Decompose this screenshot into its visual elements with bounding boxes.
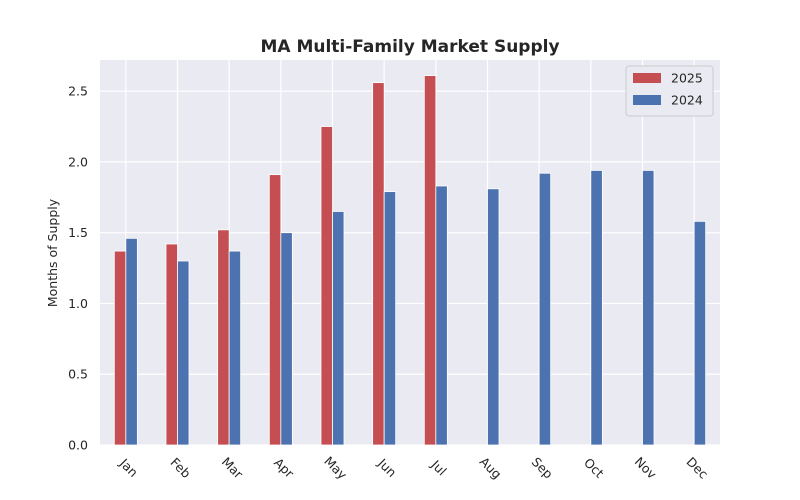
bar-2024-apr <box>280 232 293 446</box>
y-tick-label: 2.5 <box>68 84 88 99</box>
legend-swatch <box>633 95 661 105</box>
x-tick-label: Aug <box>477 454 505 482</box>
bar-2025-jan <box>113 250 127 446</box>
bar-2024-jun <box>383 191 397 446</box>
y-axis-ticks: 0.0 0.5 1.0 1.5 2.0 2.5 <box>68 84 88 453</box>
bar-2025-feb <box>165 243 178 446</box>
legend-label: 2025 <box>671 71 703 86</box>
legend-label: 2024 <box>671 93 703 108</box>
y-tick-label: 1.0 <box>68 296 88 311</box>
x-tick-label: Jan <box>116 455 141 480</box>
legend-swatch <box>633 73 661 83</box>
x-tick-label: Dec <box>683 454 711 482</box>
x-tick-label: May <box>321 453 350 482</box>
bar-2024-feb <box>177 260 190 446</box>
x-tick-label: Apr <box>271 455 298 482</box>
y-axis-label: Months of Supply <box>45 198 60 307</box>
bar-2024-nov <box>642 170 655 446</box>
bar-2024-aug <box>487 188 500 446</box>
x-tick-label: Sep <box>529 454 556 481</box>
y-tick-label: 0.5 <box>68 367 88 382</box>
x-tick-label: Nov <box>632 454 660 482</box>
x-tick-label: Oct <box>581 455 607 481</box>
bar-2024-may <box>332 211 345 446</box>
bar-2025-apr <box>268 174 282 446</box>
bar-2024-jul <box>435 185 448 446</box>
bar-2024-jan <box>125 237 138 446</box>
bar-2025-jul <box>423 75 437 446</box>
bars <box>113 75 707 446</box>
bar-2024-sep <box>538 172 552 446</box>
x-tick-label: Jul <box>428 456 450 478</box>
y-tick-label: 2.0 <box>68 154 88 169</box>
bar-2025-mar <box>217 229 230 446</box>
x-tick-label: Jun <box>374 455 399 480</box>
x-tick-label: Feb <box>168 455 194 481</box>
x-tick-label: Mar <box>219 454 247 482</box>
bar-2025-may <box>320 126 333 446</box>
bar-2024-oct <box>590 170 603 446</box>
bar-2024-dec <box>693 220 707 446</box>
chart-title: MA Multi-Family Market Supply <box>260 37 559 57</box>
y-tick-label: 0.0 <box>68 438 88 453</box>
bar-2025-jun <box>372 82 385 446</box>
y-tick-label: 1.5 <box>68 225 88 240</box>
plot-area <box>100 60 720 445</box>
legend: 2025 2024 <box>625 65 714 117</box>
bar-2024-mar <box>228 250 242 446</box>
x-axis-ticks: Jan Feb Mar Apr May Jun Jul Aug Sep Oct Nov Dec <box>116 453 711 482</box>
